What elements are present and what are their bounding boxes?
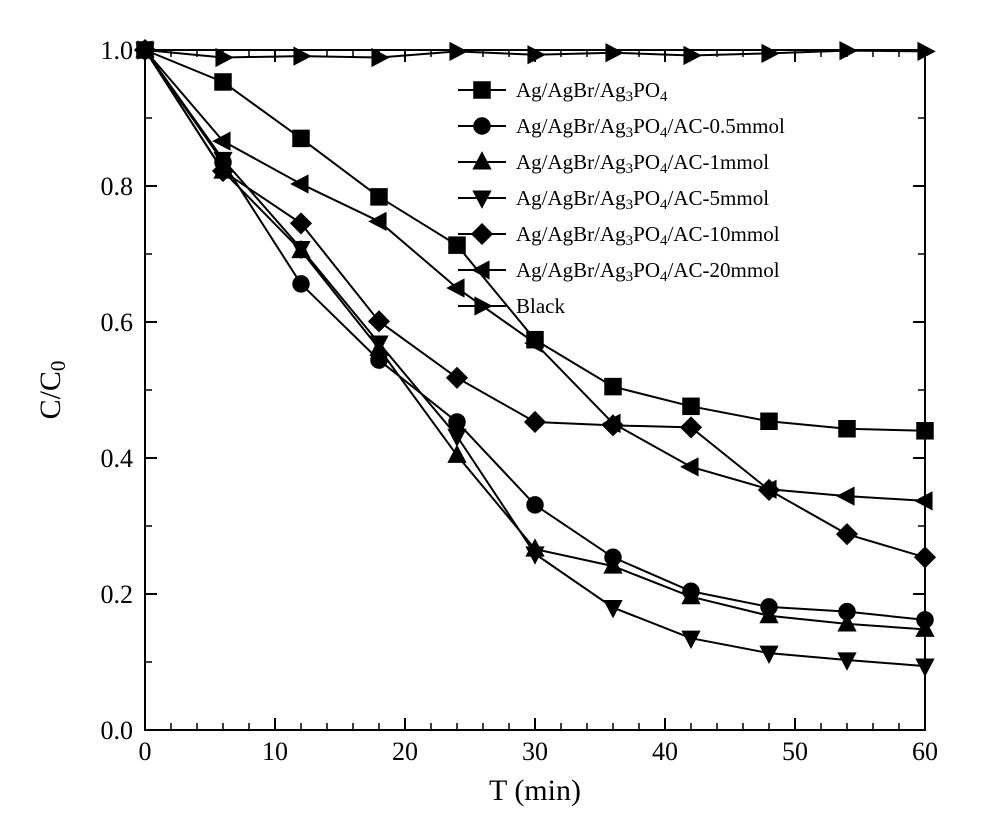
- line-chart: 0 10 20 30 40 50 60 0.0 0.2 0.4 0.6 0.8 1.0 T (min) C/…: [0, 0, 1000, 825]
- y-tick-label: 0.4: [101, 444, 134, 473]
- x-tick-label: 50: [782, 737, 808, 766]
- y-tick-label: 0.6: [101, 308, 134, 337]
- legend-label: Ag/AgBr/Ag3PO4/AC-20mmol: [516, 258, 780, 285]
- legend-label: Ag/AgBr/Ag3PO4: [516, 78, 668, 105]
- x-tick-label: 30: [522, 737, 548, 766]
- legend-label: Ag/AgBr/Ag3PO4/AC-10mmol: [516, 222, 780, 249]
- x-tick-label: 60: [912, 737, 938, 766]
- y-tick-label: 0.0: [101, 716, 134, 745]
- legend-label: Ag/AgBr/Ag3PO4/AC-0.5mmol: [516, 114, 785, 141]
- x-tick-label: 0: [139, 737, 152, 766]
- svg-text:C/C0: C/C0: [34, 361, 70, 420]
- legend-label: Black: [516, 294, 565, 318]
- y-axis-title: C/C0: [34, 361, 70, 420]
- legend-label: Ag/AgBr/Ag3PO4/AC-1mmol: [516, 150, 769, 177]
- x-tick-label: 20: [392, 737, 418, 766]
- x-tick-label: 40: [652, 737, 678, 766]
- x-axis-title: T (min): [489, 774, 581, 807]
- x-tick-label: 10: [262, 737, 288, 766]
- y-tick-label: 0.2: [101, 580, 134, 609]
- legend-label: Ag/AgBr/Ag3PO4/AC-5mmol: [516, 186, 769, 213]
- y-tick-label: 0.8: [101, 172, 134, 201]
- y-tick-label: 1.0: [101, 36, 134, 65]
